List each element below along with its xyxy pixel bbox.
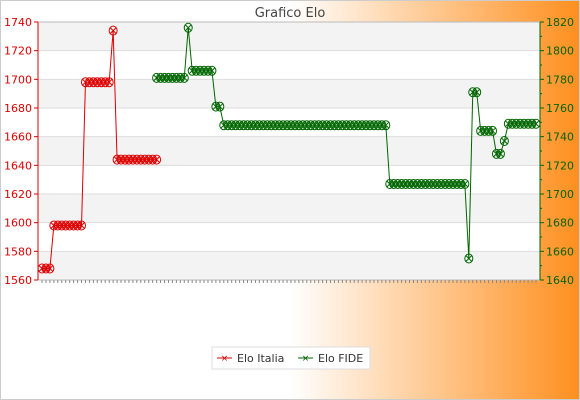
legend: × Elo Italia × Elo FIDE xyxy=(211,346,371,370)
data-point xyxy=(488,125,498,136)
data-point-circle xyxy=(152,154,162,165)
data-point xyxy=(495,148,505,159)
data-point xyxy=(77,220,87,231)
data-point-cross xyxy=(216,103,224,110)
left-axis-tick-label: 1660 xyxy=(4,131,32,144)
right-axis-tick-label: 1760 xyxy=(546,102,574,115)
data-point-circle xyxy=(495,148,505,159)
grid-band xyxy=(38,50,540,80)
legend-marker-elo-italia: × xyxy=(221,354,229,364)
data-point xyxy=(499,135,509,146)
data-point-circle xyxy=(464,253,474,264)
data-point-circle xyxy=(108,25,118,36)
data-point-cross xyxy=(105,78,113,86)
left-axis: 1560 1580 1600 1620 1640 1660 1680 1700 1720 1740 xyxy=(4,16,39,287)
data-point xyxy=(381,120,391,131)
data-point-cross xyxy=(532,120,540,128)
data-point-cross xyxy=(382,121,390,129)
left-axis-tick-label: 1580 xyxy=(4,245,32,258)
data-point-cross xyxy=(46,265,54,272)
data-point-circle xyxy=(207,65,217,76)
data-point-cross xyxy=(208,67,216,75)
series-layer xyxy=(37,22,541,274)
data-point xyxy=(183,22,193,33)
right-axis-tick-label: 1700 xyxy=(546,188,574,201)
grid-band xyxy=(38,22,540,51)
data-point-circle xyxy=(45,263,55,274)
data-point xyxy=(207,65,217,76)
data-point-cross xyxy=(461,180,469,188)
legend-label-elo-fide[interactable]: Elo FIDE xyxy=(318,352,363,365)
x-axis-ticks xyxy=(41,280,537,283)
data-point-circle xyxy=(77,220,87,231)
data-point xyxy=(104,77,114,88)
data-point xyxy=(531,118,541,129)
series-elo-italia xyxy=(37,25,162,274)
grid-band xyxy=(38,79,540,108)
data-point-cross xyxy=(473,88,481,96)
data-point xyxy=(472,87,482,98)
grid-band xyxy=(38,194,540,223)
right-axis-tick-label: 1720 xyxy=(546,159,574,172)
data-point-circle xyxy=(472,87,482,98)
legend-marker-elo-fide: × xyxy=(302,354,310,364)
right-axis-tick-label: 1680 xyxy=(546,217,574,230)
grid-band xyxy=(38,251,540,280)
right-axis: 1640 1660 1680 1700 1720 1740 1760 1780 1800 1820 xyxy=(539,16,574,287)
left-axis-tick-label: 1600 xyxy=(4,217,32,230)
data-point-circle xyxy=(499,135,509,146)
right-axis-tick-label: 1740 xyxy=(546,131,574,144)
data-point xyxy=(108,25,118,36)
data-point-cross xyxy=(153,156,160,163)
left-axis-tick-label: 1720 xyxy=(4,45,32,58)
grid-band xyxy=(38,222,540,252)
grid-band xyxy=(38,108,540,137)
data-point-cross xyxy=(78,222,85,229)
data-point-circle xyxy=(488,125,498,136)
left-axis-tick-label: 1560 xyxy=(4,274,32,287)
data-point-cross xyxy=(501,137,508,145)
series-elo-fide xyxy=(152,22,541,264)
data-point-cross xyxy=(184,24,192,32)
right-axis-tick-label: 1660 xyxy=(546,245,574,258)
data-point-cross xyxy=(109,27,117,34)
legend-box xyxy=(211,346,371,370)
data-point xyxy=(152,154,162,165)
data-point-circle xyxy=(531,118,541,129)
data-point-circle xyxy=(381,120,391,131)
grid-bands xyxy=(38,22,540,280)
right-axis-tick-label: 1780 xyxy=(546,73,574,86)
data-point-circle xyxy=(460,178,470,189)
right-axis-tick-label: 1800 xyxy=(546,45,574,58)
right-axis-tick-label: 1820 xyxy=(546,16,574,29)
data-point xyxy=(45,263,55,274)
left-axis-tick-label: 1740 xyxy=(4,16,32,29)
data-point-circle xyxy=(215,101,225,112)
left-axis-tick-label: 1640 xyxy=(4,159,32,172)
chart-title: Grafico Elo xyxy=(255,6,326,21)
data-point xyxy=(464,253,474,264)
data-point-cross xyxy=(465,255,473,262)
legend-label-elo-italia[interactable]: Elo Italia xyxy=(237,352,284,365)
data-point-cross xyxy=(180,74,188,82)
left-axis-tick-label: 1620 xyxy=(4,188,32,201)
left-axis-tick-label: 1680 xyxy=(4,102,32,115)
data-point-cross xyxy=(489,127,496,135)
data-point xyxy=(460,178,470,189)
data-point-circle xyxy=(179,72,189,83)
data-point-cross xyxy=(497,150,504,158)
left-axis-tick-label: 1700 xyxy=(4,73,32,86)
data-point xyxy=(215,101,225,112)
data-point-circle xyxy=(104,77,114,88)
right-axis-tick-label: 1640 xyxy=(546,274,574,287)
data-point xyxy=(179,72,189,83)
data-point-circle xyxy=(183,22,193,33)
